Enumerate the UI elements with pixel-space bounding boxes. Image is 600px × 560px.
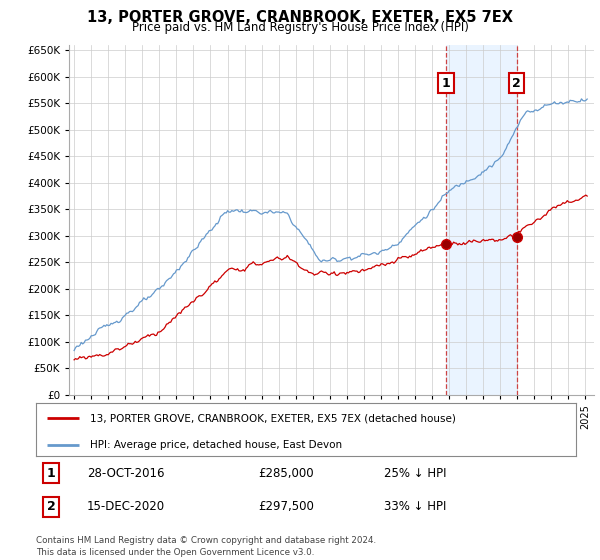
Text: 15-DEC-2020: 15-DEC-2020 [87,500,165,514]
Text: Contains HM Land Registry data © Crown copyright and database right 2024.
This d: Contains HM Land Registry data © Crown c… [36,536,376,557]
Text: 33% ↓ HPI: 33% ↓ HPI [384,500,446,514]
Bar [446,45,517,395]
Text: 13, PORTER GROVE, CRANBROOK, EXETER, EX5 7EX: 13, PORTER GROVE, CRANBROOK, EXETER, EX5… [87,10,513,25]
Text: 1: 1 [442,77,451,90]
Text: £285,000: £285,000 [258,466,314,480]
Text: 2: 2 [47,500,55,514]
Text: 25% ↓ HPI: 25% ↓ HPI [384,466,446,480]
Text: Price paid vs. HM Land Registry's House Price Index (HPI): Price paid vs. HM Land Registry's House … [131,21,469,34]
Text: HPI: Average price, detached house, East Devon: HPI: Average price, detached house, East… [90,440,342,450]
Text: £297,500: £297,500 [258,500,314,514]
Text: 2: 2 [512,77,521,90]
Text: 28-OCT-2016: 28-OCT-2016 [87,466,164,480]
Text: 13, PORTER GROVE, CRANBROOK, EXETER, EX5 7EX (detached house): 13, PORTER GROVE, CRANBROOK, EXETER, EX5… [90,413,456,423]
Text: 1: 1 [47,466,55,480]
